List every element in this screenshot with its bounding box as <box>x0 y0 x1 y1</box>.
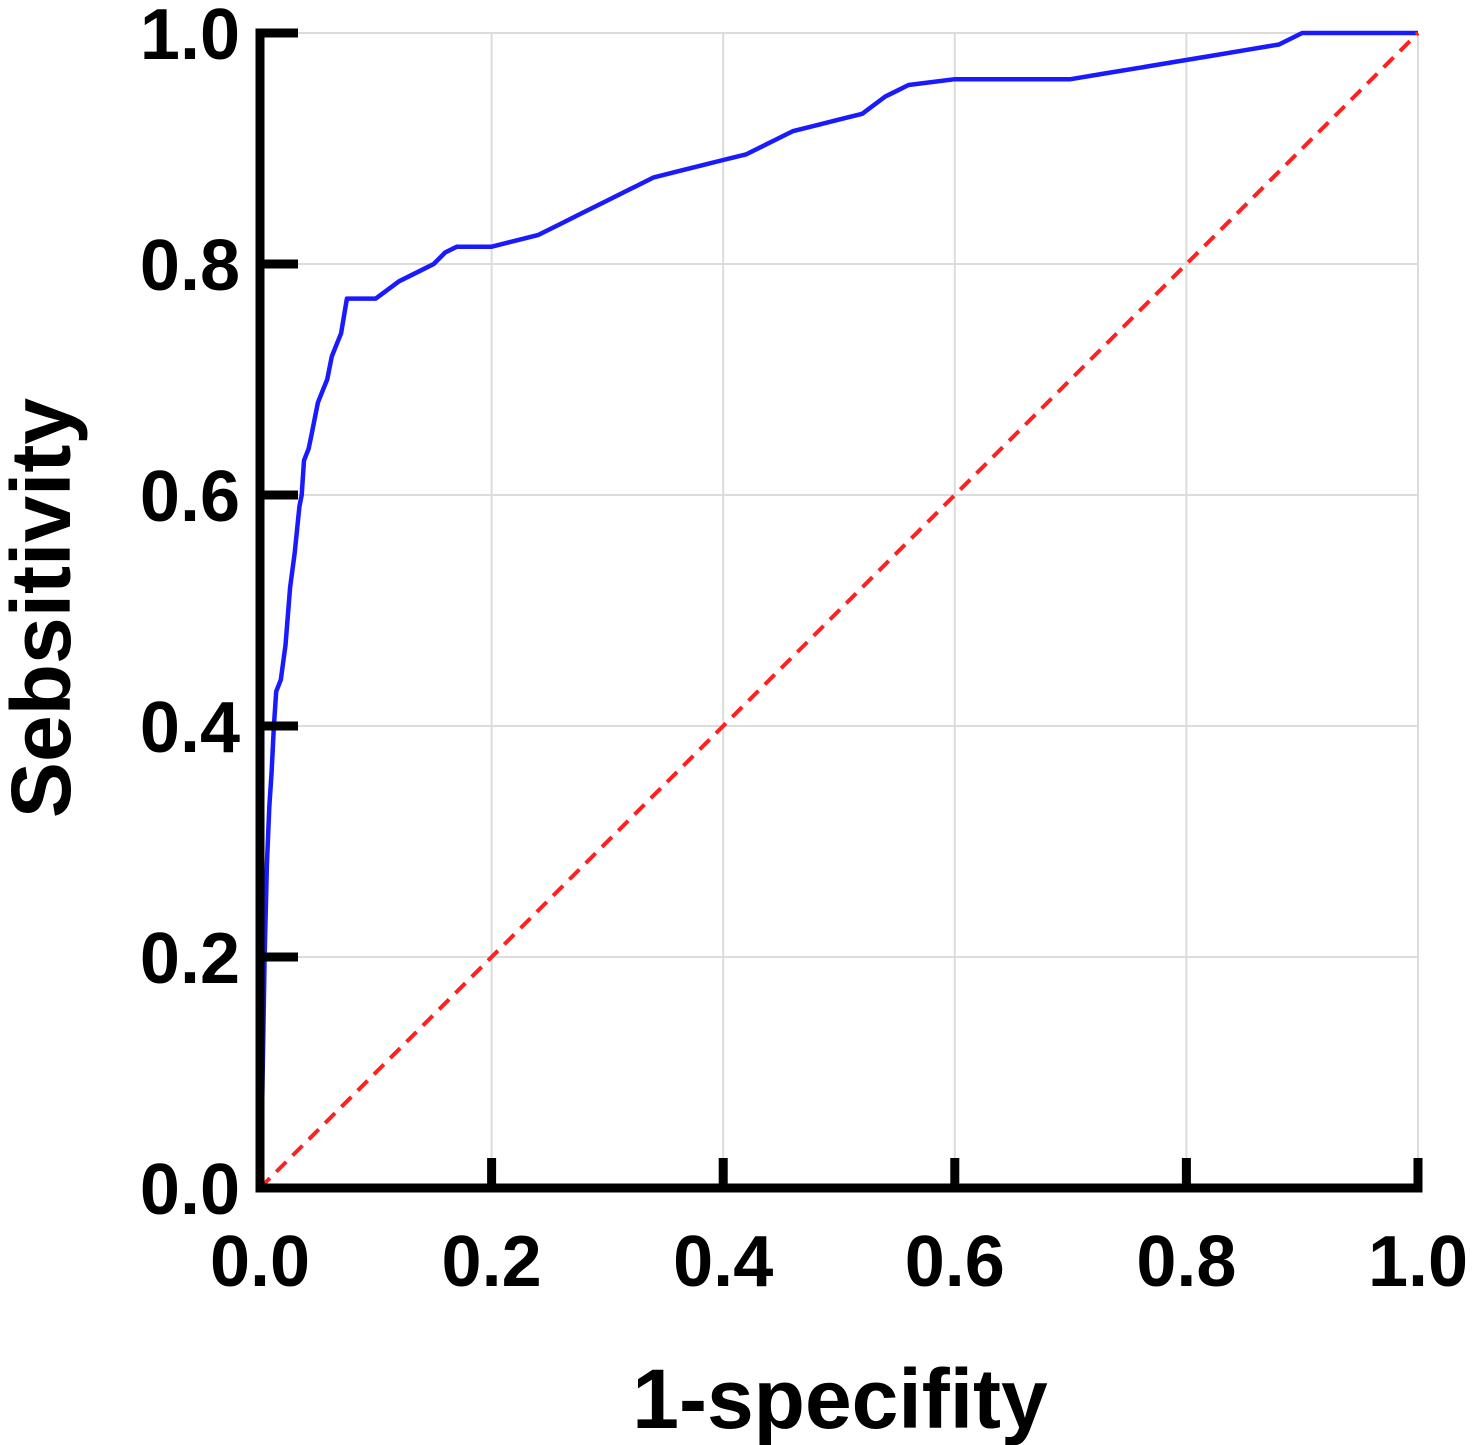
y-tick-label-1: 0.2 <box>140 919 240 999</box>
y-tick-label-0: 0.0 <box>140 1150 240 1230</box>
x-axis-title: 1-specifity <box>632 1352 1048 1445</box>
tick-labels: 0.0 0.2 0.4 0.6 0.8 1.0 0.0 0.2 0.4 0.6 0.8 1.0 <box>140 0 1468 1302</box>
x-tick-label-0: 0.0 <box>210 1222 310 1302</box>
y-axis-title: Sebsitivity <box>0 398 88 818</box>
x-tick-label-3: 0.6 <box>905 1222 1005 1302</box>
series-line-0 <box>257 30 1418 1189</box>
gridlines <box>260 32 1419 1188</box>
series-line-1 <box>258 31 1420 1190</box>
x-tick-label-1: 0.2 <box>442 1222 542 1302</box>
axes <box>255 28 1423 1193</box>
y-tick-label-3: 0.6 <box>140 457 240 537</box>
x-tick-label-2: 0.4 <box>673 1222 773 1302</box>
series-layer <box>257 30 1420 1190</box>
x-tick-label-5: 1.0 <box>1368 1222 1468 1302</box>
x-tick-label-4: 0.8 <box>1136 1222 1236 1302</box>
y-tick-label-2: 0.4 <box>140 688 240 768</box>
y-tick-label-5: 1.0 <box>140 0 240 75</box>
y-tick-label-4: 0.8 <box>140 226 240 306</box>
